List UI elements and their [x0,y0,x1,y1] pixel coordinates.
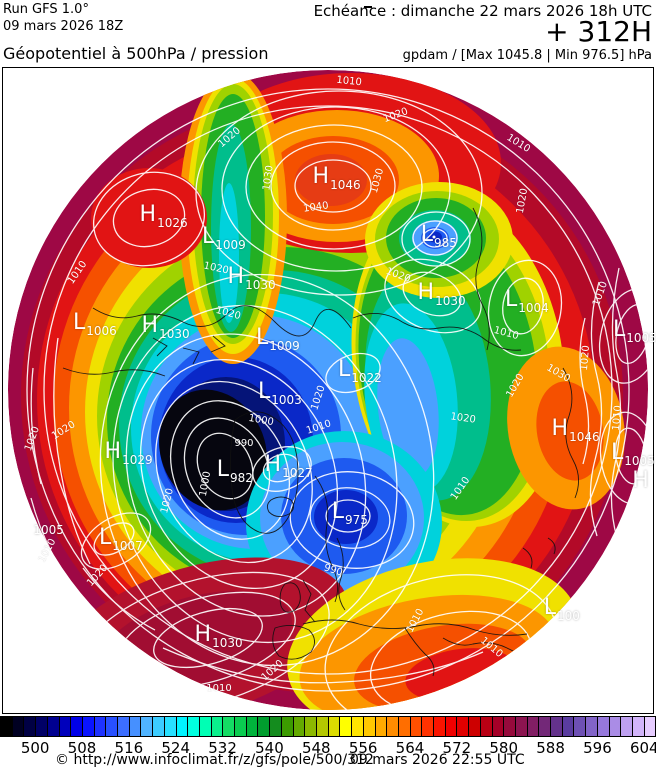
colorbar-cell [643,716,656,737]
colorbar-tick: 580 [489,739,519,757]
run-model-label: Run GFS 1.0° [3,2,89,17]
coastlines [62,207,579,677]
colorbar-tick: 524 [161,739,191,757]
echeance-label: Echéance : dimanche 22 mars 2026 18h UTC [313,2,652,20]
colorbar-tick: 532 [208,739,237,757]
colorbar-tick: 548 [301,739,331,757]
run-date-label: 09 mars 2026 18Z [3,19,124,34]
copyright-url: © http://www.infoclimat.fr/z/gfs/pole/50… [55,752,374,768]
colorbar [0,716,656,737]
colorbar-tick: 572 [442,739,472,757]
generation-datetime: 09 mars 2026 22:55 UTC [350,752,525,768]
colorbar-tick: 596 [583,739,612,757]
colorbar-tick: 564 [395,739,425,757]
colorbar-tick: 516 [114,739,144,757]
geopotential-field [8,70,648,710]
colorbar-tick: 556 [348,739,378,757]
colorbar-tick: 540 [255,739,284,757]
stray-tick-mark [364,6,372,8]
colorbar-tick: 588 [536,739,565,757]
polar-map [8,70,648,710]
colorbar-tick: 508 [67,739,97,757]
colorbar-ticks: 500 508 516 524 532 540 548 556 564 572 580 588 596 6… [0,739,656,757]
colorbar-tick: 500 [20,739,50,757]
colorbar-tick: 604 [629,739,656,757]
forecast-offset-label: + 312H [545,15,652,48]
map-frame: H1026 H1046 L985 L1009 H1030 H1030 L1004 L1005 L… [2,67,656,714]
variable-label: Géopotentiel à 500hPa / pression [3,44,269,63]
units-minmax-label: gpdam / [Max 1045.8 | Min 976.5] hPa [402,48,652,63]
